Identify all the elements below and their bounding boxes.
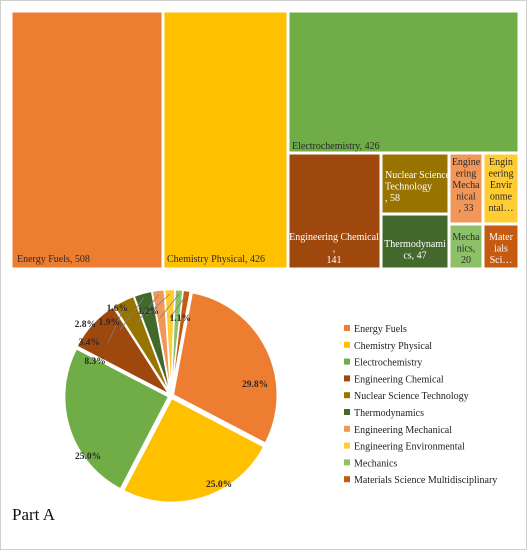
legend-swatch-engineering-chemical (344, 375, 350, 382)
treemap-cell-thermodynamics: Thermodynami cs, 47 (381, 214, 449, 269)
legend-swatch-engineering-mechanical (344, 425, 350, 432)
legend-item-electrochemistry: Electrochemistry (344, 358, 422, 369)
legend-label-chemistry-physical: Chemistry Physical (354, 341, 432, 352)
legend-label-materials-science-multidisciplinary: Materials Science Multidisciplinary (354, 475, 497, 486)
legend-label-thermodynamics: Thermodynamics (354, 408, 424, 419)
pie-leader-engineering-mechanical (135, 294, 159, 325)
treemap-label-electrochemistry: Electrochemistry, 426 (292, 141, 380, 152)
treemap-label-chemistry-physical: Chemistry Physical, 426 (167, 254, 265, 265)
legend-label-mechanics: Mechanics (354, 458, 397, 469)
treemap-rect-engineering-mechanical (449, 153, 483, 224)
legend-item-engineering-chemical: Engineering Chemical (344, 374, 444, 385)
pie-slice-energy-fuels (172, 291, 278, 445)
pie-leader-thermodynamics (119, 297, 145, 331)
legend-swatch-mechanics (344, 459, 350, 466)
legend-item-nuclear-science-technology: Nuclear Science Technology (344, 391, 469, 402)
treemap-cell-nuclear-science-technology: Nuclear Science Technology, 58 (381, 153, 451, 214)
legend-item-engineering-environmental: Engineering Environmental (344, 442, 465, 453)
pie-label-materials-science-multidisciplinary: 1.1% (170, 314, 191, 324)
treemap-cell-energy-fuels: Energy Fuels, 508 (11, 11, 163, 269)
treemap-rect-energy-fuels (11, 11, 163, 269)
pie-slice-engineering-chemical (75, 305, 172, 397)
legend-label-electrochemistry: Electrochemistry (354, 358, 422, 369)
legend-label-engineering-chemical: Engineering Chemical (354, 374, 444, 385)
treemap-label-engineering-environmental: Engin eering Envir onme ntal… (489, 157, 514, 214)
treemap-label-thermodynamics: Thermodynami cs, 47 (384, 239, 446, 262)
pie-leader-mechanics (159, 294, 180, 319)
legend-label-engineering-environmental: Engineering Environmental (354, 442, 465, 453)
treemap-rect-mechanics (449, 224, 483, 269)
treemap-rect-nuclear-science-technology (381, 153, 449, 214)
treemap-rect-materials-science-multidisciplinary (483, 224, 519, 269)
treemap-cell-electrochemistry: Electrochemistry, 426 (288, 11, 519, 153)
pie-label-thermodynamics: 2.8% (75, 320, 96, 330)
legend-item-thermodynamics: Thermodynamics (344, 408, 424, 419)
treemap-label-engineering-mechanical: Engine ering Mecha nical, 33 (452, 157, 481, 214)
treemap-label-mechanics: Mecha nics, 20 (452, 232, 480, 266)
pie-label-nuclear-science-technology: 3.4% (79, 338, 100, 348)
treemap-label-materials-science-multidisciplinary: Mater ials Sci… (489, 232, 514, 266)
pie-label-mechanics: 1.2% (138, 307, 159, 317)
pie-label-engineering-environmental: 1.6% (107, 304, 128, 314)
legend-swatch-chemistry-physical (344, 341, 350, 348)
pie-slice-electrochemistry (63, 347, 170, 490)
legend-swatch-energy-fuels (344, 325, 350, 331)
treemap-cell-engineering-chemical: Engineering Chemical, 141 (288, 153, 381, 269)
pie-label-energy-fuels: 29.8% (242, 380, 268, 390)
pie-slice-chemistry-physical (122, 397, 265, 504)
treemap: Energy Fuels, 508 Chemistry Physical, 426… (11, 11, 519, 269)
treemap-cell-engineering-environmental: Engin eering Envir onme ntal… (483, 153, 519, 224)
treemap-label-energy-fuels: Energy Fuels, 508 (17, 254, 90, 265)
legend-swatch-materials-science-multidisciplinary (344, 476, 350, 483)
pie-leader-nuclear-science-technology (107, 304, 126, 344)
legend-swatch-nuclear-science-technology (344, 392, 350, 399)
legend-item-energy-fuels: Energy Fuels (344, 324, 407, 335)
treemap-cell-mechanics: Mecha nics, 20 (449, 224, 483, 269)
pie-legend: Energy Fuels Chemistry Physical Electroche… (344, 324, 497, 486)
part-label: Part A (12, 505, 56, 524)
treemap-cell-materials-science-multidisciplinary: Mater ials Sci… (483, 224, 519, 269)
pie-label-engineering-chemical: 8.3% (84, 357, 105, 367)
treemap-rect-thermodynamics (381, 214, 449, 269)
legend-item-engineering-mechanical: Engineering Mechanical (344, 425, 452, 436)
legend-swatch-electrochemistry (344, 358, 350, 365)
pie-label-chemistry-physical: 25.0% (206, 480, 232, 490)
legend-swatch-thermodynamics (344, 409, 350, 415)
treemap-rect-engineering-chemical (288, 153, 381, 269)
legend-item-materials-science-multidisciplinary: Materials Science Multidisciplinary (344, 475, 497, 486)
pie-slice-materials-science-multidisciplinary (170, 289, 192, 394)
pie-leader-engineering-environmental (145, 293, 171, 317)
legend-item-mechanics: Mechanics (344, 458, 397, 469)
treemap-cell-chemistry-physical: Chemistry Physical, 426 (163, 11, 288, 269)
pie-label-electrochemistry: 25.0% (75, 452, 101, 462)
treemap-label-nuclear-science-technology: Nuclear Science Technology, 58 (385, 170, 451, 204)
legend-label-nuclear-science-technology: Nuclear Science Technology (354, 391, 469, 402)
treemap-rect-electrochemistry (288, 11, 519, 153)
pie-leader-materials-science-multidisciplinary (169, 294, 187, 319)
treemap-rect-engineering-environmental (483, 153, 519, 224)
treemap-cell-engineering-mechanical: Engine ering Mecha nical, 33 (449, 153, 483, 224)
legend-swatch-engineering-environmental (344, 442, 350, 449)
legend-item-chemistry-physical: Chemistry Physical (344, 341, 432, 352)
legend-label-energy-fuels: Energy Fuels (354, 324, 407, 335)
treemap-label-engineering-chemical: Engineering Chemical, 141 (289, 232, 379, 266)
treemap-rect-chemistry-physical (163, 11, 288, 269)
pie-chart: 29.8% 25.0% 25.0% 8.3% 3.4% 2.8% 1.9% 1.6% 1.2% 1… (63, 288, 278, 504)
legend-label-engineering-mechanical: Engineering Mechanical (354, 425, 452, 436)
pie-label-engineering-mechanical: 1.9% (99, 318, 120, 328)
